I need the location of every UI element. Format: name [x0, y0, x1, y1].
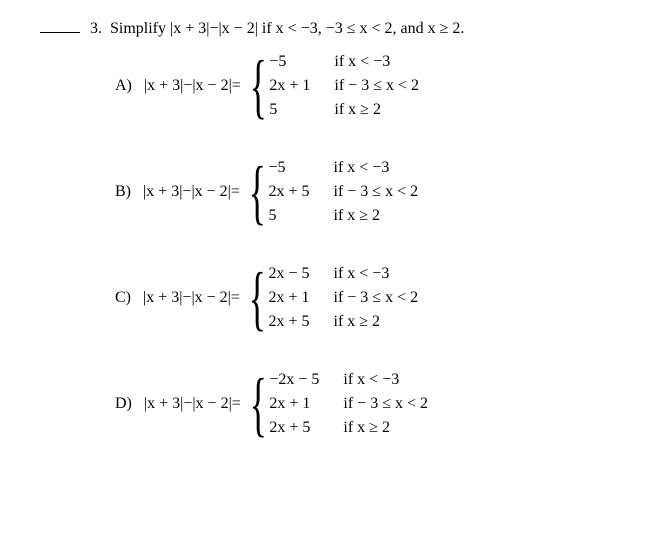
choice-lhs: |x + 3|−|x − 2|= — [143, 183, 240, 201]
answer-blank[interactable] — [40, 32, 80, 33]
question-prompt: Simplify |x + 3|−|x − 2| if x < −3, −3 ≤… — [110, 20, 464, 38]
case-cond: if x ≥ 2 — [334, 101, 419, 119]
cases: 2x − 5 if x < −3 2x + 1 if − 3 ≤ x < 2 2… — [268, 265, 418, 331]
case-cond: if x < −3 — [334, 265, 419, 283]
case-expr: 2x − 5 — [268, 265, 309, 283]
brace-icon: { — [249, 268, 266, 328]
piecewise: { −2x − 5 if x < −3 2x + 1 if − 3 ≤ x < … — [245, 371, 428, 437]
case-expr: 2x + 5 — [268, 183, 309, 201]
case-cond: if x < −3 — [343, 371, 428, 389]
case-expr: 2x + 1 — [269, 77, 310, 95]
case-expr: 2x + 1 — [268, 289, 309, 307]
choice-d[interactable]: D) |x + 3|−|x − 2|= { −2x − 5 if x < −3 … — [115, 371, 605, 437]
brace-icon: { — [249, 374, 266, 434]
question-number: 3. — [90, 20, 102, 38]
choice-label: C) — [115, 289, 131, 307]
cases: −5 if x < −3 2x + 5 if − 3 ≤ x < 2 5 if … — [268, 159, 418, 225]
case-expr: 5 — [268, 207, 309, 225]
case-cond: if x < −3 — [334, 159, 419, 177]
choice-lhs: |x + 3|−|x − 2|= — [143, 289, 240, 307]
case-expr: −2x − 5 — [269, 371, 319, 389]
piecewise: { −5 if x < −3 2x + 1 if − 3 ≤ x < 2 5 i… — [245, 53, 419, 119]
choice-c[interactable]: C) |x + 3|−|x − 2|= { 2x − 5 if x < −3 2… — [115, 265, 605, 331]
case-cond: if x < −3 — [334, 53, 419, 71]
choice-label: B) — [115, 183, 131, 201]
case-expr: 5 — [269, 101, 310, 119]
case-expr: −5 — [268, 159, 309, 177]
choice-b[interactable]: B) |x + 3|−|x − 2|= { −5 if x < −3 2x + … — [115, 159, 605, 225]
case-expr: 2x + 1 — [269, 395, 319, 413]
piecewise: { −5 if x < −3 2x + 5 if − 3 ≤ x < 2 5 i… — [244, 159, 418, 225]
case-expr: 2x + 5 — [269, 419, 319, 437]
case-cond: if − 3 ≤ x < 2 — [334, 183, 419, 201]
case-cond: if x ≥ 2 — [343, 419, 428, 437]
case-cond: if − 3 ≤ x < 2 — [334, 77, 419, 95]
choice-lhs: |x + 3|−|x − 2|= — [144, 77, 241, 95]
case-cond: if − 3 ≤ x < 2 — [334, 289, 419, 307]
case-cond: if − 3 ≤ x < 2 — [343, 395, 428, 413]
case-cond: if x ≥ 2 — [334, 313, 419, 331]
case-expr: 2x + 5 — [268, 313, 309, 331]
choice-a[interactable]: A) |x + 3|−|x − 2|= { −5 if x < −3 2x + … — [115, 53, 605, 119]
case-expr: −5 — [269, 53, 310, 71]
choice-label: A) — [115, 77, 132, 95]
case-cond: if x ≥ 2 — [334, 207, 419, 225]
question-row: 3. Simplify |x + 3|−|x − 2| if x < −3, −… — [40, 20, 605, 38]
cases: −5 if x < −3 2x + 1 if − 3 ≤ x < 2 5 if … — [269, 53, 419, 119]
piecewise: { 2x − 5 if x < −3 2x + 1 if − 3 ≤ x < 2… — [244, 265, 418, 331]
choice-lhs: |x + 3|−|x − 2|= — [144, 395, 241, 413]
brace-icon: { — [249, 162, 266, 222]
brace-icon: { — [249, 56, 266, 116]
choice-label: D) — [115, 395, 132, 413]
cases: −2x − 5 if x < −3 2x + 1 if − 3 ≤ x < 2 … — [269, 371, 428, 437]
